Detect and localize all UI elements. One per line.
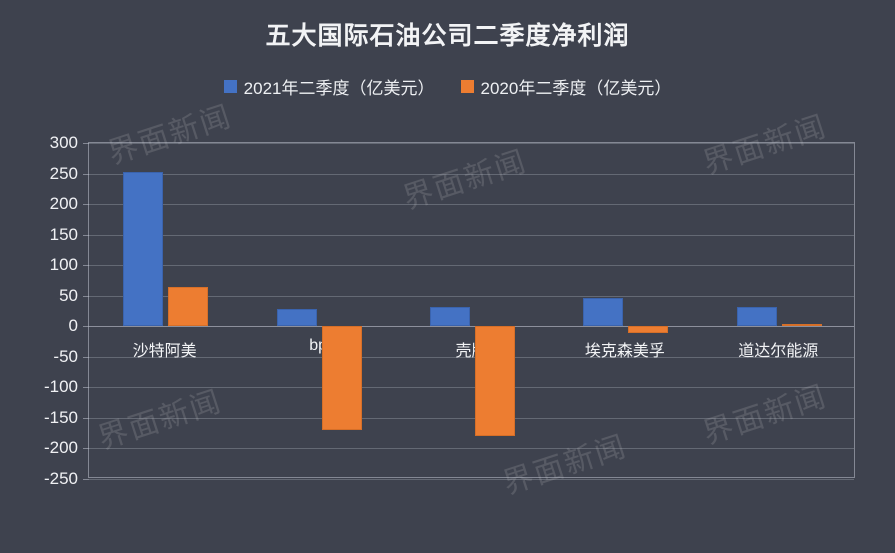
gridline — [89, 448, 854, 450]
y-axis-tick — [83, 448, 89, 450]
y-axis-tick-label: -100 — [43, 377, 78, 397]
y-axis-tick — [83, 234, 89, 236]
legend-item[interactable]: 2021年二季度（亿美元） — [223, 74, 435, 99]
zero-line — [89, 326, 854, 328]
bar[interactable] — [429, 306, 470, 327]
legend-item[interactable]: 2020年二季度（亿美元） — [460, 74, 672, 99]
chart-title: 五大国际石油公司二季度净利润 — [265, 22, 630, 50]
y-axis-tick-label: 100 — [49, 255, 78, 275]
y-axis-tick-label: 150 — [49, 224, 78, 244]
bar-group — [703, 143, 856, 477]
bar[interactable] — [781, 324, 822, 327]
y-axis-tick — [83, 356, 89, 358]
y-axis-tick-label: 250 — [49, 163, 78, 183]
x-axis-category-label: 埃克森美孚 — [584, 343, 665, 361]
gridline — [89, 234, 854, 236]
y-axis-tick — [83, 204, 89, 206]
bar[interactable] — [583, 298, 624, 327]
y-axis-tick-label: 50 — [59, 285, 78, 305]
y-axis-tick — [83, 387, 89, 389]
y-axis-tick-label: -150 — [43, 407, 78, 427]
chart-legend: 2021年二季度（亿美元） 2020年二季度（亿美元） — [0, 74, 895, 99]
plot-area: 300 250 200 150 100 50 0 -50 -100 -150 -200 -250 — [44, 133, 856, 488]
x-axis-category-label: 沙特阿美 — [132, 343, 197, 361]
y-axis-tick — [83, 479, 89, 480]
legend-swatch-icon — [223, 80, 237, 93]
y-axis-tick-label: -250 — [43, 469, 78, 488]
gridline — [89, 173, 854, 175]
y-axis-tick-label: 300 — [49, 133, 78, 152]
gridline — [89, 417, 854, 419]
bar-group — [242, 143, 395, 477]
y-axis-tick — [83, 265, 89, 267]
gridline — [89, 295, 854, 297]
x-axis-category-label: 道达尔能源 — [738, 343, 819, 361]
bar[interactable] — [628, 326, 669, 333]
gridline — [89, 479, 854, 480]
y-axis-tick-label: -50 — [53, 346, 78, 366]
bar[interactable] — [168, 287, 209, 327]
gridline — [89, 387, 854, 389]
bar[interactable] — [736, 306, 777, 327]
bar-group — [89, 143, 242, 477]
y-axis-tick-label: 200 — [49, 194, 78, 214]
y-axis-tick — [83, 173, 89, 175]
gridline — [89, 265, 854, 267]
legend-label: 2021年二季度（亿美元） — [243, 79, 435, 98]
gridline — [89, 356, 854, 358]
y-axis-tick — [83, 326, 89, 328]
y-axis-tick — [83, 295, 89, 297]
y-axis-tick — [83, 417, 89, 419]
legend-label: 2020年二季度（亿美元） — [480, 79, 672, 98]
y-axis-tick-label: -200 — [43, 438, 78, 458]
bar[interactable] — [321, 326, 362, 431]
bar-group — [396, 143, 549, 477]
bar-group — [549, 143, 702, 477]
bar[interactable] — [474, 326, 515, 437]
gridline — [89, 204, 854, 206]
bar[interactable] — [123, 172, 164, 327]
y-axis-tick — [83, 143, 89, 144]
y-axis-tick-label: 0 — [68, 316, 78, 336]
legend-swatch-icon — [460, 80, 474, 93]
plot-wrapper: 300 250 200 150 100 50 0 -50 -100 -150 -200 -250 — [44, 133, 856, 488]
gridline — [89, 143, 854, 144]
bar[interactable] — [276, 309, 317, 327]
